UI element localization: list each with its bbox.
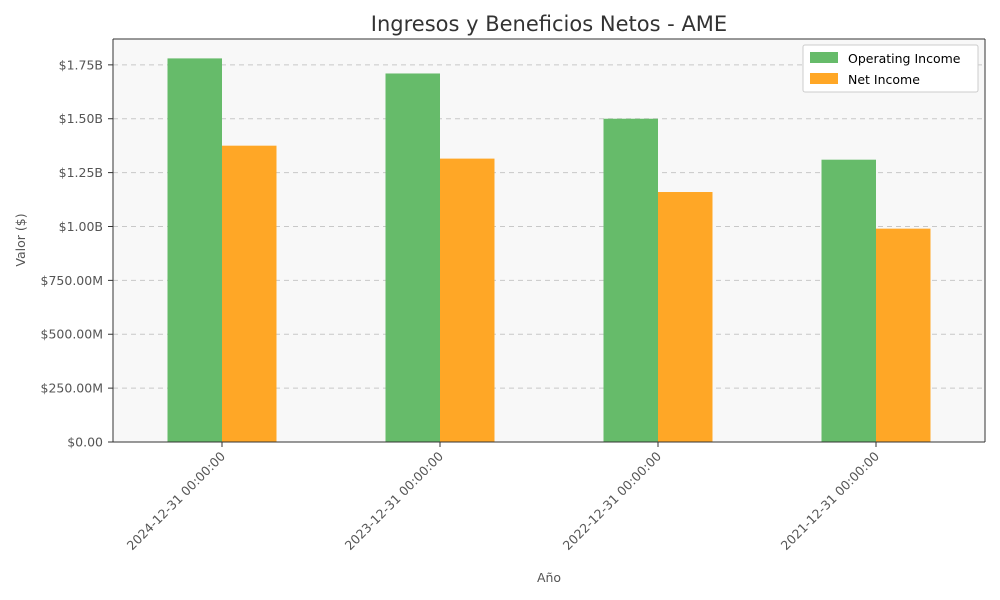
- legend: Operating Income Net Income: [802, 44, 979, 93]
- y-tick-label: $750.00M: [41, 273, 103, 288]
- bar-operating-income: [385, 73, 440, 442]
- x-axis-title: Año: [537, 570, 561, 585]
- legend-label-operating-income: Operating Income: [848, 51, 961, 66]
- y-tick-label: $1.25B: [59, 165, 103, 180]
- y-tick-label: $1.50B: [59, 111, 103, 126]
- x-tick-label: 2022-12-31 00:00:00: [560, 448, 665, 553]
- bar-net-income: [222, 145, 277, 443]
- y-tick-label: $0.00: [67, 435, 103, 450]
- x-tick-label: 2023-12-31 00:00:00: [342, 448, 447, 553]
- y-tick-label: $250.00M: [41, 381, 103, 396]
- y-tick-label: $1.00B: [59, 219, 103, 234]
- x-tick-group: 2024-12-31 00:00:00 2023-12-31 00:00:00 20…: [124, 442, 883, 553]
- x-tick-label: 2024-12-31 00:00:00: [124, 448, 229, 553]
- y-tick-group: $0.00 $250.00M $500.00M $750.00M $1.00B $1.25…: [41, 57, 113, 450]
- y-tick-label: $1.75B: [59, 57, 103, 72]
- y-axis-title: Valor ($): [13, 213, 28, 266]
- bar-net-income: [658, 192, 713, 442]
- chart-title: Ingresos y Beneficios Netos - AME: [371, 12, 727, 36]
- y-tick-label: $500.00M: [41, 327, 103, 342]
- axes: [112, 38, 986, 443]
- legend-box: [802, 44, 979, 93]
- x-tick-label: 2021-12-31 00:00:00: [778, 448, 883, 553]
- bar-net-income: [876, 228, 931, 442]
- bar-operating-income: [603, 118, 658, 442]
- legend-swatch-net-income: [810, 73, 838, 84]
- bar-operating-income: [821, 159, 876, 442]
- legend-label-net-income: Net Income: [848, 72, 920, 87]
- legend-swatch-operating-income: [810, 52, 838, 63]
- bar-operating-income: [167, 58, 222, 442]
- bar-net-income: [440, 158, 495, 443]
- bar-series: [167, 58, 931, 443]
